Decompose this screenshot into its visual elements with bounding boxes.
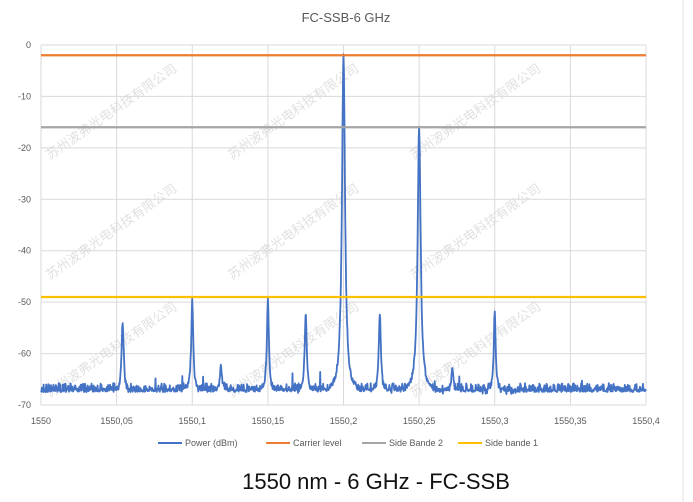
watermark-text: 苏州波弗光电科技有限公司 <box>407 181 543 283</box>
x-tick-label: 1550,3 <box>481 416 509 426</box>
y-tick-label: -60 <box>18 349 31 359</box>
x-tick-label: 1550,4 <box>632 416 660 426</box>
y-tick-label: -40 <box>18 246 31 256</box>
x-axis-ticks: 1550 1550,05 1550,1 1550,15 1550,2 1550,25 155… <box>31 416 660 426</box>
x-tick-label: 1550 <box>31 416 51 426</box>
watermark-text: 苏州波弗光电科技有限公司 <box>43 181 179 283</box>
legend-label: Side Bande 2 <box>389 438 443 448</box>
grid <box>40 44 647 406</box>
y-tick-label: -50 <box>18 297 31 307</box>
y-tick-label: 0 <box>26 40 31 50</box>
watermark-text: 苏州波弗光电科技有限公司 <box>225 61 361 163</box>
legend-label: Power (dBm) <box>185 438 238 448</box>
x-tick-label: 1550,15 <box>252 416 285 426</box>
legend-label: Carrier level <box>293 438 342 448</box>
watermark-text: 苏州波弗光电科技有限公司 <box>43 61 179 163</box>
x-tick-label: 1550,25 <box>403 416 436 426</box>
y-tick-label: -70 <box>18 400 31 410</box>
y-tick-label: -10 <box>18 91 31 101</box>
level-lines <box>41 54 646 299</box>
chart-title: FC-SSB-6 GHz <box>302 10 391 25</box>
x-tick-label: 1550,1 <box>178 416 206 426</box>
x-tick-label: 1550,05 <box>100 416 133 426</box>
watermark-text: 苏州波弗光电科技有限公司 <box>407 61 543 163</box>
caption: 1550 nm - 6 GHz - FC-SSB <box>242 469 510 494</box>
x-tick-label: 1550,2 <box>330 416 358 426</box>
legend-label: Side bande 1 <box>485 438 538 448</box>
y-axis-ticks: 0 -10 -20 -30 -40 -50 -60 -70 <box>18 40 31 410</box>
watermark: 苏州波弗光电科技有限公司 苏州波弗光电科技有限公司 苏州波弗光电科技有限公司苏州波弗… <box>43 61 543 401</box>
y-tick-label: -20 <box>18 143 31 153</box>
x-tick-label: 1550,35 <box>554 416 587 426</box>
y-tick-label: -30 <box>18 194 31 204</box>
legend: Power (dBm) Carrier level Side Bande 2 Side… <box>158 438 538 448</box>
